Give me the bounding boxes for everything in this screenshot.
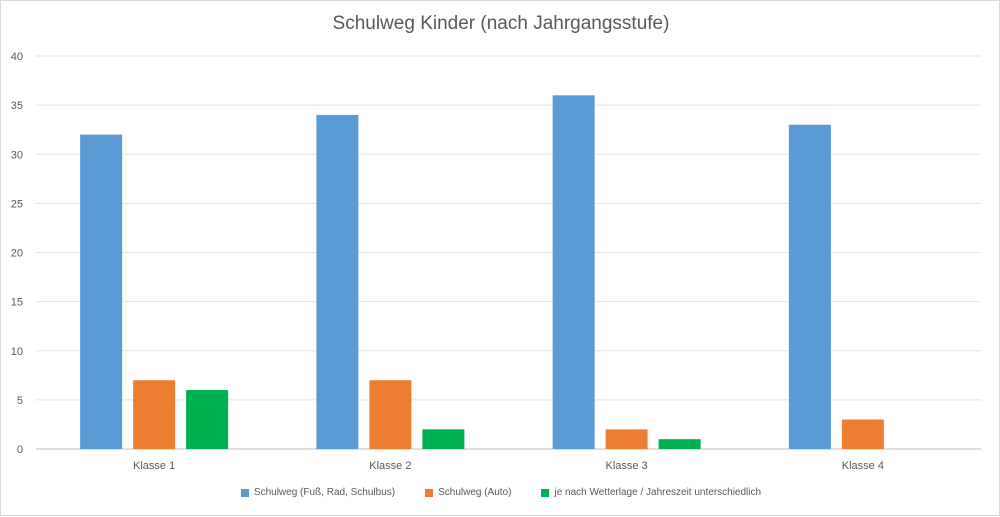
legend-label: Schulweg (Fuß, Rad, Schulbus) [253,487,396,498]
bar [316,114,359,449]
bar [788,124,831,450]
y-tick-label: 20 [11,248,23,260]
legend-entry: Schulweg (Auto) [425,487,511,498]
bar [841,419,884,449]
y-tick-label: 10 [11,346,23,358]
legend-swatch [425,488,434,497]
x-tick-label: Klasse 1 [133,460,175,472]
legend-swatch [240,488,249,497]
bar [186,390,229,449]
y-tick-label: 0 [17,444,23,456]
legend-label: Schulweg (Auto) [438,487,512,498]
bar [605,429,648,449]
legend-label: je nach Wetterlage / Jahreszeit untersch… [554,487,762,498]
y-tick-label: 5 [17,395,23,407]
bar [133,380,176,449]
y-tick-label: 35 [11,100,23,112]
x-tick-label: Klasse 3 [606,460,648,472]
x-tick-label: Klasse 2 [369,460,411,472]
chart-legend: Schulweg (Fuß, Rad, Schulbus) Schulweg (A… [1,487,1000,498]
legend-swatch [541,488,550,497]
legend-entry: Schulweg (Fuß, Rad, Schulbus) [240,487,396,498]
x-tick-label: Klasse 4 [842,460,884,472]
bar [552,95,595,450]
y-tick-label: 15 [11,297,23,309]
chart-title: Schulweg Kinder (nach Jahrgangsstufe) [332,13,670,34]
bar [369,380,412,449]
bar [80,134,123,449]
y-tick-label: 30 [11,149,23,161]
y-tick-label: 25 [11,198,23,210]
bar [658,439,701,449]
y-tick-label: 40 [11,51,23,63]
bar [422,429,465,449]
legend-entry: je nach Wetterlage / Jahreszeit untersch… [541,487,761,498]
